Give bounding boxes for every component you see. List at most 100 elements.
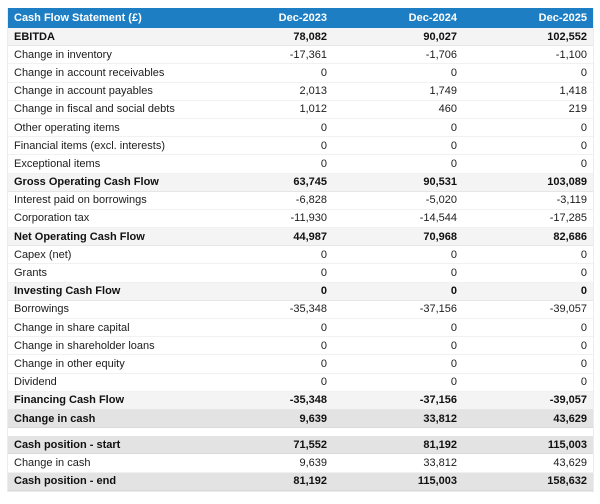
table-row: Change in account payables 2,013 1,749 1,41…	[8, 82, 593, 101]
row-label: Capex (net)	[14, 248, 72, 261]
cell-value: 43,629	[553, 456, 587, 469]
table-row: Gross Operating Cash Flow 63,745 90,531 103…	[8, 173, 593, 192]
cell-value: 81,192	[423, 438, 457, 451]
row-label: Change in share capital	[14, 321, 130, 334]
row-label: Change in account receivables	[14, 66, 165, 79]
table-row: Capex (net) 0 0 0	[8, 246, 593, 265]
row-label: Financing Cash Flow	[14, 394, 125, 407]
row-label: Change in other equity	[14, 357, 125, 370]
cell-value: 103,089	[547, 176, 587, 189]
row-label: Cash position - end	[14, 475, 117, 488]
cell-value: 0	[450, 357, 457, 370]
cell-value: -5,020	[425, 194, 457, 207]
cell-value: 0	[580, 157, 587, 170]
cell-value: 0	[450, 248, 457, 261]
cell-value: 460	[438, 103, 457, 116]
cell-value: 0	[320, 339, 327, 352]
cell-value: 82,686	[553, 230, 587, 243]
cell-value: 102,552	[547, 30, 587, 43]
table-row: Financial items (excl. interests) 0 0 0	[8, 137, 593, 156]
cell-value: 78,082	[293, 30, 327, 43]
cell-value: 0	[320, 157, 327, 170]
row-label: Borrowings	[14, 303, 70, 316]
table-row: Change in shareholder loans 0 0 0	[8, 337, 593, 356]
row-label: Gross Operating Cash Flow	[14, 176, 159, 189]
cell-value: 0	[320, 376, 327, 389]
row-label: Investing Cash Flow	[14, 285, 121, 298]
cell-value: 0	[450, 267, 457, 280]
table-row: Other operating items 0 0 0	[8, 118, 593, 138]
row-label: Change in cash	[14, 456, 91, 469]
table-row: Cash position - start 71,552 81,192 115,003	[8, 436, 593, 455]
cell-value: 0	[450, 339, 457, 352]
cell-value: 63,745	[293, 176, 327, 189]
cell-value: 44,987	[293, 230, 327, 243]
cell-value: 0	[320, 357, 327, 370]
cell-value: 0	[450, 376, 457, 389]
cell-value: 0	[580, 121, 587, 134]
cell-value: 0	[580, 339, 587, 352]
cell-value: -39,057	[549, 394, 587, 407]
cell-value: 90,531	[423, 176, 457, 189]
table-title: Cash Flow Statement (£)	[14, 12, 142, 24]
table-row: EBITDA 78,082 90,027 102,552	[8, 28, 593, 47]
cell-value: 71,552	[293, 438, 327, 451]
cell-value: 43,629	[553, 412, 587, 425]
cell-value: -37,156	[419, 394, 457, 407]
cell-value: 158,632	[547, 475, 587, 488]
table-row: Change in inventory -17,361 -1,706 -1,100	[8, 46, 593, 65]
cell-value: 1,418	[559, 85, 587, 98]
table-row: Borrowings -35,348 -37,156 -39,057	[8, 300, 593, 319]
cell-value: 219	[568, 103, 587, 116]
column-header-dec-2023: Dec-2023	[278, 12, 327, 24]
row-label: Grants	[14, 267, 48, 280]
column-header-dec-2024: Dec-2024	[408, 12, 457, 24]
cell-value: -39,057	[549, 303, 587, 316]
cell-value: -37,156	[419, 303, 457, 316]
cell-value: -6,828	[295, 194, 327, 207]
cell-value: 115,003	[417, 475, 457, 488]
row-label: Exceptional items	[14, 157, 101, 170]
row-label: Change in fiscal and social debts	[14, 103, 175, 116]
cell-value: 0	[580, 267, 587, 280]
row-label: Corporation tax	[14, 212, 90, 225]
table-row: Cash position - end 81,192 115,003 158,632	[8, 472, 593, 491]
cell-value: 115,003	[547, 438, 587, 451]
cell-value: 9,639	[299, 456, 327, 469]
cell-value: 81,192	[293, 475, 327, 488]
cell-value: -35,348	[289, 303, 327, 316]
cell-value: 9,639	[299, 412, 327, 425]
row-label: Financial items (excl. interests)	[14, 139, 165, 152]
cell-value: 0	[320, 267, 327, 280]
cell-value: 1,749	[429, 85, 457, 98]
row-label: Change in cash	[14, 412, 96, 425]
cash-flow-statement-table: Cash Flow Statement (£) Dec-2023 Dec-202…	[7, 8, 594, 492]
table-row: Change in share capital 0 0 0	[8, 319, 593, 338]
cell-value: 0	[450, 66, 457, 79]
cell-value: 1,012	[299, 103, 327, 116]
row-label: Cash position - start	[14, 438, 121, 451]
cell-value: 0	[320, 66, 327, 79]
row-label: Interest paid on borrowings	[14, 194, 147, 207]
cell-value: 33,812	[423, 412, 457, 425]
cell-value: 0	[320, 248, 327, 261]
cell-value: 0	[580, 321, 587, 334]
table-row: Change in fiscal and social debts 1,012 46…	[8, 100, 593, 119]
table-row: Financing Cash Flow -35,348 -37,156 -39,057	[8, 391, 593, 410]
table-header-row: Cash Flow Statement (£) Dec-2023 Dec-202…	[8, 8, 593, 28]
row-label: Dividend	[14, 376, 57, 389]
row-label: Change in inventory	[14, 48, 112, 61]
row-label: Change in account payables	[14, 85, 153, 98]
section-gap	[8, 428, 593, 437]
column-header-dec-2025: Dec-2025	[538, 12, 587, 24]
cell-value: -11,930	[290, 212, 328, 225]
row-label: Other operating items	[14, 121, 120, 134]
cell-value: 0	[450, 285, 457, 298]
cell-value: 90,027	[423, 30, 457, 43]
cell-value: -35,348	[289, 394, 327, 407]
cell-value: 0	[580, 66, 587, 79]
table-row: Change in other equity 0 0 0	[8, 355, 593, 374]
cell-value: -14,544	[419, 212, 457, 225]
table-row: Net Operating Cash Flow 44,987 70,968 82,68…	[8, 228, 593, 247]
cell-value: 33,812	[423, 456, 457, 469]
